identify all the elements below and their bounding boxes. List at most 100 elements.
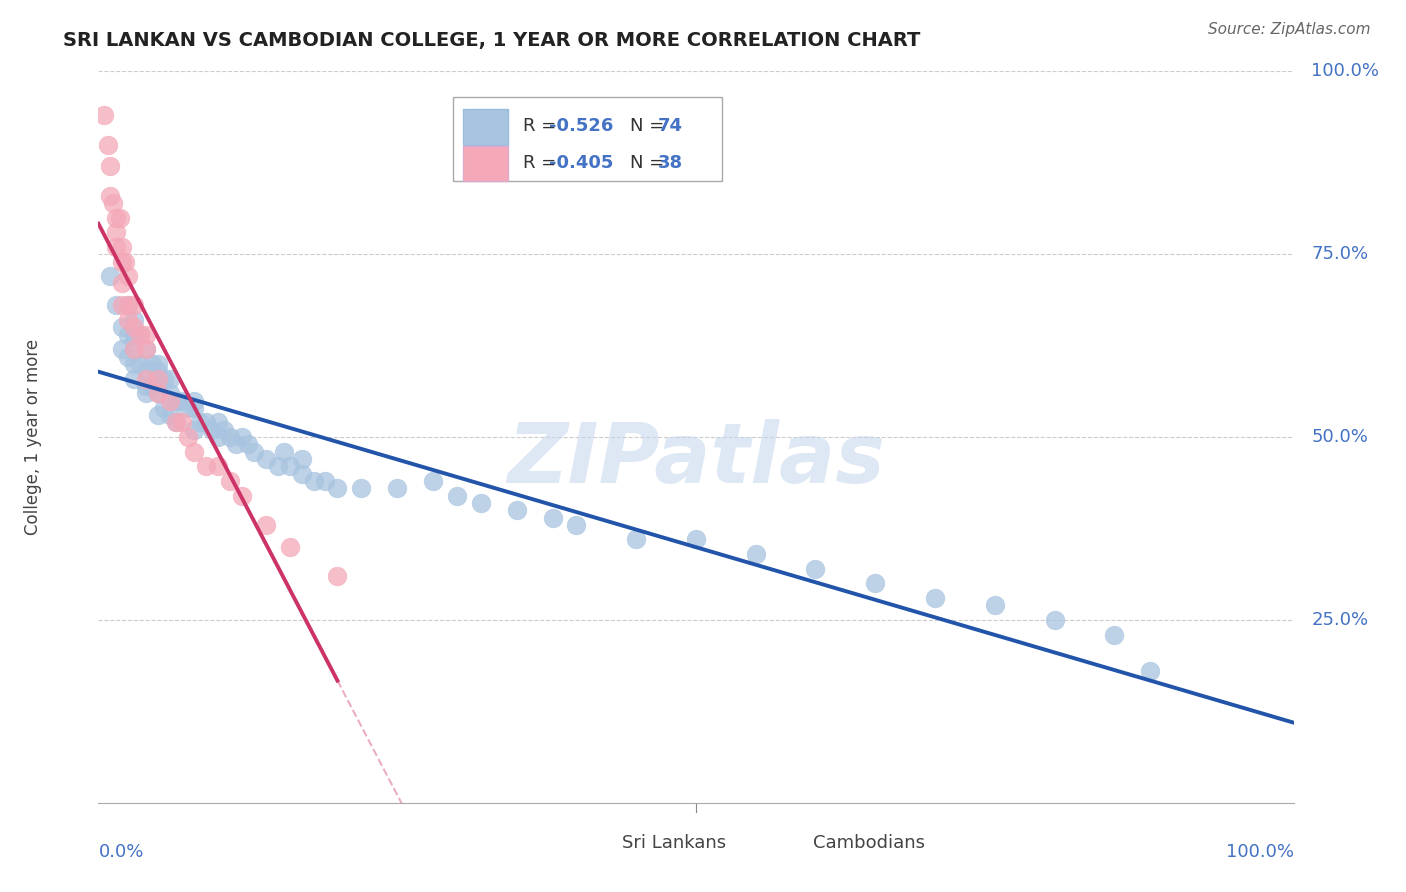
Point [326,569,349,583]
Point [207,459,229,474]
Point [135,364,157,378]
Point [195,416,218,430]
Point [219,474,242,488]
Point [1043,613,1066,627]
Point [148,408,170,422]
Point [172,393,194,408]
Text: ZIPatlas: ZIPatlas [508,418,884,500]
Point [159,393,181,408]
Text: 50.0%: 50.0% [1312,428,1368,446]
Point [804,562,827,576]
Point [177,401,200,415]
Text: 25.0%: 25.0% [1312,611,1368,629]
Point [153,401,176,415]
Point [745,547,768,561]
Point [278,540,301,554]
Point [135,343,157,357]
Point [111,320,134,334]
Point [117,298,139,312]
Point [506,503,529,517]
Text: R =: R = [523,117,561,136]
Point [153,371,176,385]
Point [626,533,648,547]
Text: N =: N = [630,153,671,172]
Text: Cambodians: Cambodians [813,834,925,852]
Point [135,371,157,385]
FancyBboxPatch shape [576,830,613,859]
Point [124,371,146,385]
Text: 0.0%: 0.0% [98,843,143,861]
Point [148,357,170,371]
Point [98,269,122,284]
Text: 74: 74 [658,117,683,136]
Text: -0.526: -0.526 [548,117,613,136]
FancyBboxPatch shape [453,97,723,181]
Text: College, 1 year or more: College, 1 year or more [24,339,42,535]
Point [124,327,146,342]
Point [124,298,146,312]
Point [124,343,146,357]
Point [422,474,444,488]
Point [159,408,181,422]
Point [165,393,187,408]
Point [124,313,146,327]
Point [105,211,128,225]
Point [93,108,115,122]
Point [111,277,134,291]
Text: Sri Lankans: Sri Lankans [621,834,725,852]
Point [254,452,277,467]
Point [105,298,128,312]
Point [111,254,134,268]
Point [165,416,187,430]
Point [135,379,157,393]
FancyBboxPatch shape [463,110,509,145]
FancyBboxPatch shape [463,146,509,181]
Point [470,496,492,510]
Point [117,313,139,327]
Point [267,459,290,474]
Point [291,452,314,467]
Point [231,489,253,503]
Point [183,423,205,437]
Point [236,437,259,451]
Point [124,334,146,349]
Point [117,327,139,342]
Point [114,254,136,268]
Point [1104,627,1126,641]
Point [117,269,139,284]
Point [541,510,564,524]
Text: SRI LANKAN VS CAMBODIAN COLLEGE, 1 YEAR OR MORE CORRELATION CHART: SRI LANKAN VS CAMBODIAN COLLEGE, 1 YEAR … [63,31,921,50]
Point [188,416,211,430]
Point [183,401,205,415]
Point [195,459,218,474]
Text: -0.405: -0.405 [548,153,613,172]
Point [111,240,134,254]
Point [1139,664,1161,678]
Point [148,386,170,401]
Point [924,591,946,605]
Point [129,327,152,342]
Point [302,474,325,488]
Point [207,430,229,444]
Point [315,474,337,488]
Point [326,481,349,495]
Point [273,444,295,458]
Text: N =: N = [630,117,671,136]
Point [105,225,128,239]
Point [148,371,170,385]
Point [385,481,409,495]
Point [231,430,253,444]
Text: 100.0%: 100.0% [1312,62,1379,80]
Point [219,430,242,444]
Point [159,371,181,385]
Point [124,357,146,371]
Text: R =: R = [523,153,561,172]
Point [129,357,152,371]
Text: 75.0%: 75.0% [1312,245,1368,263]
Point [105,240,128,254]
Point [148,386,170,401]
Point [135,343,157,357]
Text: 38: 38 [658,153,683,172]
Point [108,211,131,225]
Point [141,357,163,371]
